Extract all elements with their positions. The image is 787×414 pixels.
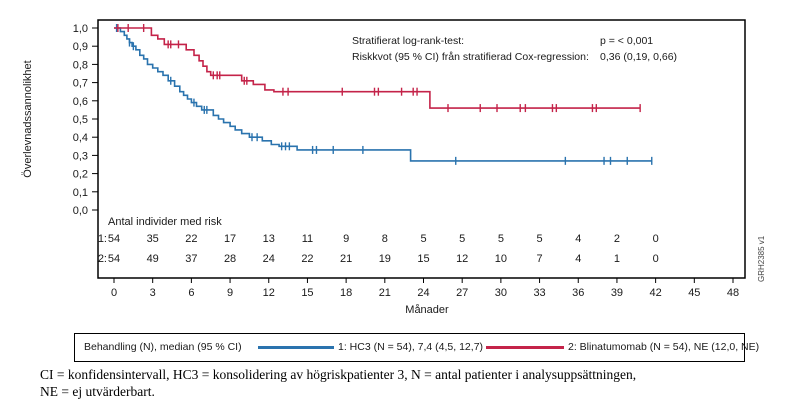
risk-value: 24	[263, 253, 275, 265]
y-tick-label: 0,0	[73, 205, 88, 217]
risk-value: 5	[459, 233, 465, 245]
footnote-line2: NE = ej utvärderbart.	[40, 384, 155, 399]
risk-value: 4	[575, 233, 581, 245]
y-tick-label: 0,4	[73, 132, 88, 144]
y-tick-label: 0,1	[73, 187, 88, 199]
x-tick-label: 30	[495, 287, 507, 299]
risk-value: 28	[224, 253, 236, 265]
annotation-logrank-label: Stratifierat log-rank-test:	[352, 35, 464, 47]
legend-label-blinatumomab: 2: Blinatumomab (N = 54), NE (12,0, NE)	[568, 341, 760, 353]
risk-value: 15	[417, 253, 429, 265]
legend-label-hc3: 1: HC3 (N = 54), 7,4 (4,5, 12,7)	[338, 341, 484, 353]
risk-table-header: Antal individer med risk	[108, 216, 222, 228]
risk-value: 11	[302, 233, 313, 245]
risk-value: 49	[147, 253, 159, 265]
risk-value: 10	[495, 253, 507, 265]
x-axis-title: Månader	[405, 304, 449, 316]
annotation-logrank-value: p = < 0,001	[600, 35, 653, 47]
x-tick-label: 0	[111, 287, 117, 299]
risk-value: 5	[498, 233, 504, 245]
x-tick-label: 15	[301, 287, 313, 299]
figure-version-label: GRH2385 v1	[757, 235, 766, 282]
risk-row-label: 2:	[98, 253, 107, 265]
x-tick-label: 33	[533, 287, 545, 299]
risk-row-label: 1:	[98, 233, 107, 245]
plot-area-border	[97, 19, 746, 279]
y-tick-label: 0,7	[73, 78, 88, 90]
km-plot: Överlevnadssannolikhet Stratifierat log-…	[22, 19, 766, 316]
legend-line-blinatumomab	[486, 346, 564, 349]
y-tick-label: 0,6	[73, 96, 88, 108]
footnote-line1: CI = konfidensintervall, HC3 = konsolide…	[40, 367, 637, 382]
risk-value: 2	[614, 233, 620, 245]
risk-value: 22	[301, 253, 313, 265]
x-tick-label: 48	[727, 287, 739, 299]
risk-value: 7	[537, 253, 543, 265]
km-curve	[114, 27, 652, 162]
risk-value: 9	[343, 233, 349, 245]
y-tick-label: 0,9	[73, 41, 88, 53]
x-tick-label: 21	[379, 287, 391, 299]
risk-value: 37	[185, 253, 197, 265]
x-tick-label: 18	[340, 287, 352, 299]
y-tick-label: 0,2	[73, 169, 88, 181]
x-tick-label: 45	[688, 287, 700, 299]
y-tick-label: 1,0	[73, 23, 88, 35]
x-tick-label: 36	[572, 287, 584, 299]
x-tick-label: 3	[150, 287, 156, 299]
legend-title: Behandling (N), median (95 % CI)	[84, 341, 242, 353]
risk-value: 5	[537, 233, 543, 245]
risk-value: 17	[224, 233, 236, 245]
risk-value: 22	[185, 233, 197, 245]
km-curve	[114, 27, 641, 109]
x-tick-label: 39	[611, 287, 623, 299]
risk-value: 21	[340, 253, 352, 265]
risk-value: 4	[575, 253, 581, 265]
risk-value: 12	[456, 253, 468, 265]
risk-value: 54	[108, 233, 120, 245]
y-tick-label: 0,5	[73, 114, 88, 126]
risk-value: 1	[614, 253, 620, 265]
risk-value: 19	[379, 253, 391, 265]
x-tick-label: 9	[227, 287, 233, 299]
risk-value: 0	[653, 233, 659, 245]
risk-value: 35	[147, 233, 159, 245]
risk-value: 8	[382, 233, 388, 245]
x-tick-label: 24	[417, 287, 429, 299]
risk-value: 0	[653, 253, 659, 265]
legend: Behandling (N), median (95 % CI) 1: HC3 …	[74, 333, 759, 362]
annotation-hr-label: Riskkvot (95 % CI) från stratifierad Cox…	[352, 51, 589, 63]
y-tick-label: 0,8	[73, 59, 88, 71]
annotation-hr-value: 0,36 (0,19, 0,66)	[600, 51, 677, 63]
x-tick-label: 12	[263, 287, 275, 299]
risk-value: 5	[420, 233, 426, 245]
x-tick-label: 6	[188, 287, 194, 299]
x-tick-label: 42	[650, 287, 662, 299]
legend-line-hc3	[258, 346, 334, 349]
y-tick-label: 0,3	[73, 150, 88, 162]
footnote: CI = konfidensintervall, HC3 = konsolide…	[40, 366, 770, 400]
x-tick-label: 27	[456, 287, 468, 299]
y-axis-title: Överlevnadssannolikhet	[22, 60, 34, 177]
risk-value: 54	[108, 253, 120, 265]
generated-chart-content: 1,00,90,80,70,60,50,40,30,20,10,00 3 6 9 12 1…	[73, 23, 739, 299]
risk-value: 13	[263, 233, 275, 245]
